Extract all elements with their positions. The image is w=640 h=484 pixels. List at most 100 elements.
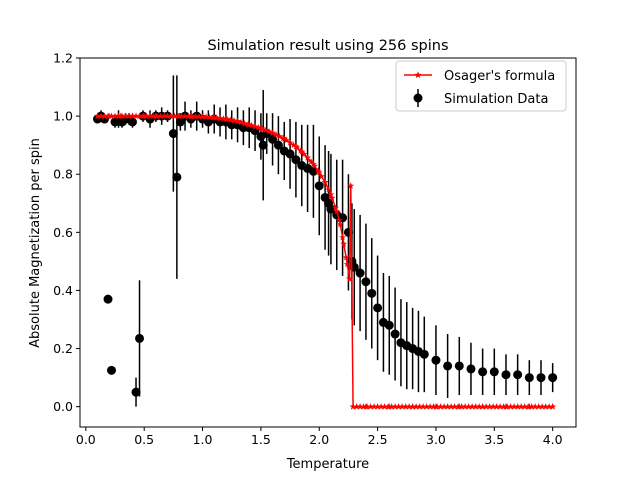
osager-marker (175, 112, 183, 120)
osager-marker (538, 403, 546, 410)
osager-marker (465, 403, 473, 410)
osager-marker (117, 112, 125, 120)
osager-marker (353, 403, 361, 410)
osager-marker (423, 403, 431, 410)
axes: 0.0 0.5 1.0 1.5 2.0 2.5 3.0 3.5 4.0 0.0 0.2 0.4 0.6 0… (53, 51, 577, 447)
osager-marker (234, 117, 241, 125)
simulation-point (390, 329, 400, 339)
osager-marker (402, 403, 410, 410)
osager-marker (140, 112, 148, 120)
osager-marker (122, 112, 129, 120)
osager-marker (332, 204, 340, 211)
osager-marker (395, 403, 403, 410)
osager-marker (304, 154, 311, 161)
osager-marker (265, 127, 273, 135)
osager-marker (412, 403, 420, 410)
chart-title: Simulation result using 256 spins (207, 38, 448, 54)
osager-marker (475, 403, 483, 410)
osager-marker (437, 403, 445, 410)
osager-marker (525, 403, 533, 410)
osager-marker (327, 190, 335, 198)
osager-marker (300, 150, 308, 158)
osager-marker (339, 233, 347, 241)
simulation-point (419, 349, 429, 359)
y-tick-label: 0.4 (53, 283, 73, 298)
osager-marker (514, 403, 522, 410)
legend-label-simulation: Simulation Data (444, 92, 548, 107)
osager-marker (479, 403, 487, 410)
osager-marker (157, 112, 164, 120)
osager-marker (192, 112, 199, 120)
osager-marker (297, 147, 304, 154)
osager-marker (377, 403, 385, 410)
osager-marker (199, 113, 206, 120)
osager-marker (391, 403, 399, 410)
y-tick-label: 0.8 (53, 167, 73, 182)
osager-marker (290, 141, 297, 148)
y-axis-label: Absolute Magnetization per spin (28, 138, 43, 348)
osager-marker (342, 253, 350, 261)
x-tick-label: 2.0 (309, 432, 329, 447)
osager-marker (283, 136, 290, 144)
osager-marker (230, 117, 238, 124)
osager-marker (409, 403, 417, 410)
osager-marker (132, 112, 140, 120)
osager-marker (493, 403, 501, 410)
y-tick-label: 0.6 (53, 225, 73, 240)
osager-marker (227, 116, 234, 123)
osager-marker (111, 112, 119, 120)
osager-marker (187, 112, 195, 120)
simulation-point (501, 370, 511, 380)
simulation-point (367, 288, 377, 298)
osager-marker (356, 403, 364, 410)
osager-marker (160, 112, 168, 120)
simulation-point (466, 364, 476, 374)
osager-marker (482, 403, 490, 410)
simulation-point (103, 294, 113, 304)
osager-marker (489, 403, 497, 410)
simulation-point (291, 155, 301, 165)
osager-marker (472, 403, 480, 410)
osager-marker (362, 403, 370, 410)
osager-marker (349, 403, 357, 410)
osager-marker (241, 119, 248, 127)
osager-marker (314, 167, 322, 174)
osager-marker (94, 112, 101, 120)
osager-marker (335, 216, 343, 224)
simulation-point (454, 361, 464, 371)
osager-marker (461, 403, 469, 410)
y-tick-label: 1.2 (53, 51, 73, 66)
x-axis-label: Temperature (286, 457, 369, 472)
osager-marker (343, 260, 351, 268)
osager-line (94, 112, 557, 410)
osager-marker (419, 403, 427, 410)
simulation-point (489, 367, 499, 377)
osager-marker (206, 113, 213, 121)
osager-marker (510, 403, 518, 410)
osager-marker (101, 112, 108, 120)
osager-marker (385, 403, 393, 410)
osager-marker (381, 403, 389, 410)
osager-marker (237, 118, 245, 126)
osager-marker (136, 112, 143, 120)
simulation-point (524, 373, 534, 383)
simulation-point (168, 129, 178, 139)
osager-marker (257, 124, 265, 132)
simulation-point (384, 320, 394, 330)
simulation-point (107, 365, 117, 375)
osager-marker (521, 403, 529, 410)
x-tick-label: 3.5 (484, 432, 504, 447)
osager-marker (374, 403, 382, 410)
osager-marker (370, 403, 378, 410)
y-tick-label: 0.2 (53, 341, 73, 356)
osager-marker (171, 112, 178, 120)
osager-marker (248, 121, 255, 129)
osager-marker (340, 240, 348, 247)
x-tick-label: 0.5 (134, 432, 154, 447)
osager-marker (125, 112, 133, 120)
legend-label-osager: Osager's formula (444, 69, 555, 84)
x-tick-label: 4.0 (543, 432, 563, 447)
osager-marker (346, 275, 354, 282)
